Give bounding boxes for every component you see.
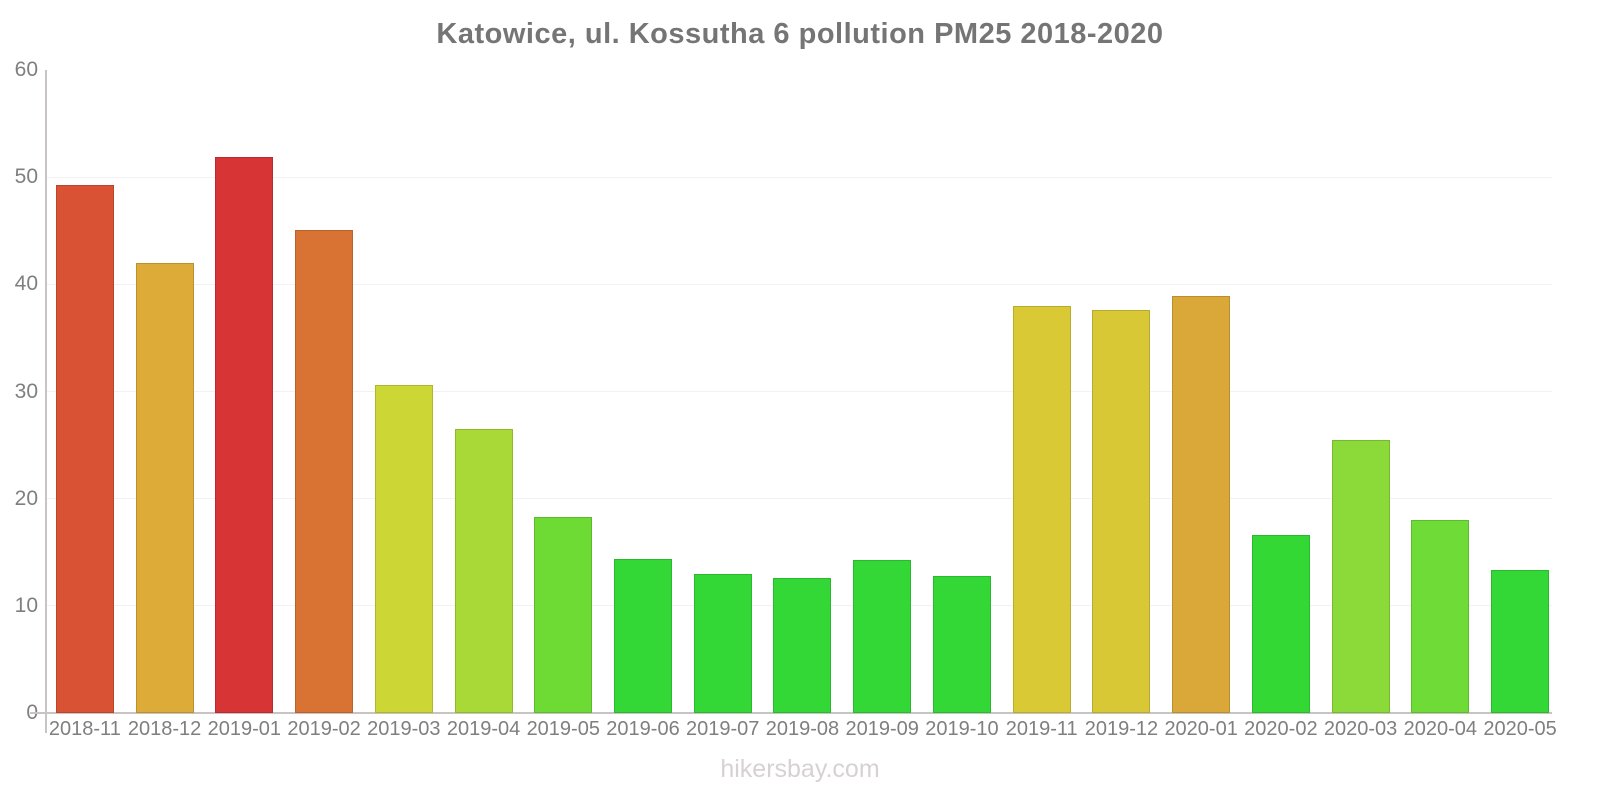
bar-2019-12[interactable] xyxy=(1092,310,1151,713)
y-tick-label-30: 30 xyxy=(14,379,38,403)
x-tick-label-2020-04: 2020-04 xyxy=(1403,718,1478,740)
x-tick-label-2020-01: 2020-01 xyxy=(1164,718,1238,740)
bar-2020-02[interactable] xyxy=(1251,535,1310,713)
bar-cell-2019-04 xyxy=(444,70,524,713)
y-tick-label-10: 10 xyxy=(14,593,38,617)
bar-cell-2018-11 xyxy=(45,70,125,713)
bar-2018-11[interactable] xyxy=(55,185,114,713)
bar-2019-07[interactable] xyxy=(693,574,752,713)
gridline-50 xyxy=(45,176,1552,178)
bar-cell-2019-03 xyxy=(364,70,444,713)
bar-2020-05[interactable] xyxy=(1491,570,1550,713)
x-tick-label-2019-04: 2019-04 xyxy=(446,718,521,740)
y-tick-label-20: 20 xyxy=(14,486,38,510)
bars-row xyxy=(45,70,1560,713)
x-tick-label-2018-11: 2018-11 xyxy=(48,718,121,740)
y-tick-label-60: 60 xyxy=(14,58,38,81)
x-tick-label-2019-10: 2019-10 xyxy=(925,718,999,740)
bar-2019-04[interactable] xyxy=(454,429,513,713)
x-tick-label-2018-12: 2018-12 xyxy=(127,718,202,740)
x-tick-label-2019-08: 2019-08 xyxy=(765,718,840,740)
x-tick-label-2019-03: 2019-03 xyxy=(367,718,441,740)
x-tick-label-2019-05: 2019-05 xyxy=(526,718,600,740)
x-tick-label-2019-02: 2019-02 xyxy=(287,718,361,740)
bar-2019-11[interactable] xyxy=(1012,306,1071,713)
gridline-40 xyxy=(45,283,1552,285)
bar-cell-2019-11 xyxy=(1002,70,1082,713)
x-tick-label-2019-11: 2019-11 xyxy=(1005,718,1078,740)
y-axis-line xyxy=(45,70,47,733)
bar-cell-2019-02 xyxy=(284,70,364,713)
chart-title: Katowice, ul. Kossutha 6 pollution PM25 … xyxy=(436,18,1164,50)
x-tick-label-2019-01: 2019-01 xyxy=(207,718,282,740)
gridline-30 xyxy=(45,391,1552,392)
bar-cell-2020-01 xyxy=(1161,70,1241,713)
bar-2019-09[interactable] xyxy=(853,560,912,713)
gridline-20 xyxy=(45,498,1552,500)
bar-cell-2019-01 xyxy=(204,70,284,713)
bar-2019-05[interactable] xyxy=(534,517,593,713)
bar-cell-2019-06 xyxy=(603,70,683,713)
bar-cell-2020-05 xyxy=(1480,70,1560,713)
x-tick-label-2019-06: 2019-06 xyxy=(606,718,680,740)
bar-2019-03[interactable] xyxy=(374,385,433,713)
bar-cell-2020-02 xyxy=(1241,70,1321,713)
bar-cell-2020-03 xyxy=(1321,70,1401,713)
bar-cell-2019-09 xyxy=(842,70,922,713)
x-tick-label-2020-02: 2020-02 xyxy=(1244,718,1318,740)
bar-2018-12[interactable] xyxy=(135,263,194,713)
bar-cell-2019-10 xyxy=(922,70,1002,713)
y-tick-label-50: 50 xyxy=(14,165,38,189)
bar-2019-08[interactable] xyxy=(773,578,832,713)
bar-2020-03[interactable] xyxy=(1331,440,1390,713)
bar-2019-06[interactable] xyxy=(614,559,672,713)
x-tick-label-2019-12: 2019-12 xyxy=(1084,718,1159,740)
bar-2020-01[interactable] xyxy=(1172,296,1231,713)
bar-2019-02[interactable] xyxy=(295,230,354,713)
bar-cell-2019-05 xyxy=(523,70,603,713)
x-tick-label-2019-09: 2019-09 xyxy=(845,718,919,740)
x-tick-label-2020-05: 2020-05 xyxy=(1483,718,1557,740)
bar-cell-2019-07 xyxy=(683,70,763,713)
y-tick-label-40: 40 xyxy=(14,272,38,296)
bar-2020-04[interactable] xyxy=(1411,520,1470,713)
bar-2019-01[interactable] xyxy=(215,157,274,713)
x-tick-label-2020-03: 2020-03 xyxy=(1323,718,1398,740)
x-axis-labels: 2018-11 2018-12 2019-01 2019-02 2019-03 2019-… xyxy=(45,718,1560,741)
x-axis-line xyxy=(30,712,1552,714)
bar-cell-2018-12 xyxy=(125,70,205,713)
x-tick-label-2019-07: 2019-07 xyxy=(686,718,760,740)
bar-cell-2019-12 xyxy=(1082,70,1162,713)
watermark-text: hikersbay.com xyxy=(720,755,880,783)
bar-cell-2019-08 xyxy=(763,70,843,713)
bar-cell-2020-04 xyxy=(1400,70,1480,713)
bar-2019-10[interactable] xyxy=(932,576,991,713)
